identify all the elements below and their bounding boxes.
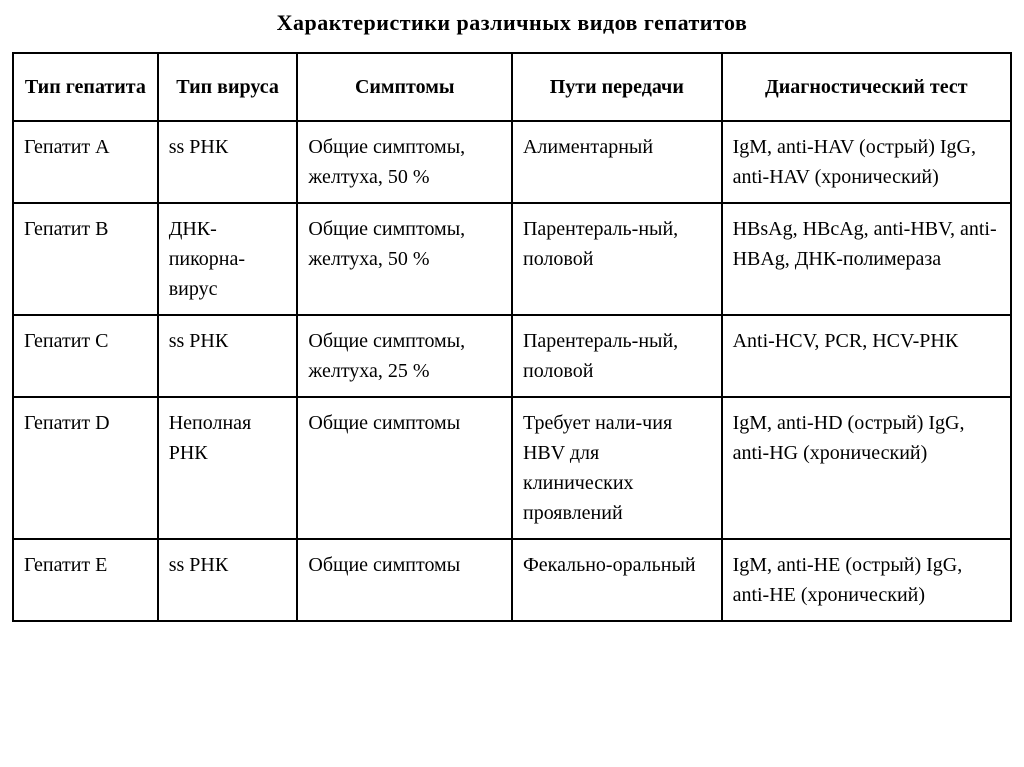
col-header-diagnostic: Диагностический тест <box>722 53 1011 121</box>
cell-symptoms: Общие симптомы, желтуха, 50 % <box>297 121 512 203</box>
cell-routes: Парентераль-ный, половой <box>512 203 722 315</box>
cell-virus: ss РНК <box>158 315 298 397</box>
col-header-virus: Тип вируса <box>158 53 298 121</box>
col-header-type: Тип гепатита <box>13 53 158 121</box>
cell-diagnostic: IgM, anti-HD (острый) IgG, anti-HG (хрон… <box>722 397 1011 539</box>
hepatitis-table: Тип гепатита Тип вируса Симптомы Пути пе… <box>12 52 1012 622</box>
cell-type: Гепатит D <box>13 397 158 539</box>
cell-routes: Требует нали-чия HBV для клинических про… <box>512 397 722 539</box>
page: Характеристики различных видов гепатитов… <box>0 0 1024 622</box>
cell-virus: ss РНК <box>158 539 298 621</box>
cell-virus: ss РНК <box>158 121 298 203</box>
cell-symptoms: Общие симптомы, желтуха, 50 % <box>297 203 512 315</box>
page-title: Характеристики различных видов гепатитов <box>12 10 1012 36</box>
table-header-row: Тип гепатита Тип вируса Симптомы Пути пе… <box>13 53 1011 121</box>
cell-type: Гепатит C <box>13 315 158 397</box>
cell-type: Гепатит B <box>13 203 158 315</box>
table-row: Гепатит B ДНК-пикорна-вирус Общие симпто… <box>13 203 1011 315</box>
cell-routes: Парентераль-ный, половой <box>512 315 722 397</box>
cell-virus: ДНК-пикорна-вирус <box>158 203 298 315</box>
cell-symptoms: Общие симптомы <box>297 397 512 539</box>
cell-diagnostic: IgM, anti-HE (острый) IgG, anti-HE (хрон… <box>722 539 1011 621</box>
cell-routes: Алиментарный <box>512 121 722 203</box>
table-header: Тип гепатита Тип вируса Симптомы Пути пе… <box>13 53 1011 121</box>
cell-diagnostic: IgM, anti-HAV (острый) IgG, anti-HAV (хр… <box>722 121 1011 203</box>
cell-virus: Неполная РНК <box>158 397 298 539</box>
cell-diagnostic: HBsAg, HBcAg, anti-HBV, anti-HBAg, ДНК-п… <box>722 203 1011 315</box>
cell-symptoms: Общие симптомы <box>297 539 512 621</box>
table-row: Гепатит C ss РНК Общие симптомы, желтуха… <box>13 315 1011 397</box>
col-header-symptoms: Симптомы <box>297 53 512 121</box>
cell-diagnostic: Anti-HCV, PCR, HCV-РНК <box>722 315 1011 397</box>
cell-type: Гепатит A <box>13 121 158 203</box>
table-row: Гепатит D Неполная РНК Общие симптомы Тр… <box>13 397 1011 539</box>
table-row: Гепатит E ss РНК Общие симптомы Фекально… <box>13 539 1011 621</box>
table-row: Гепатит A ss РНК Общие симптомы, желтуха… <box>13 121 1011 203</box>
cell-routes: Фекально-оральный <box>512 539 722 621</box>
cell-type: Гепатит E <box>13 539 158 621</box>
table-body: Гепатит A ss РНК Общие симптомы, желтуха… <box>13 121 1011 621</box>
cell-symptoms: Общие симптомы, желтуха, 25 % <box>297 315 512 397</box>
col-header-routes: Пути передачи <box>512 53 722 121</box>
